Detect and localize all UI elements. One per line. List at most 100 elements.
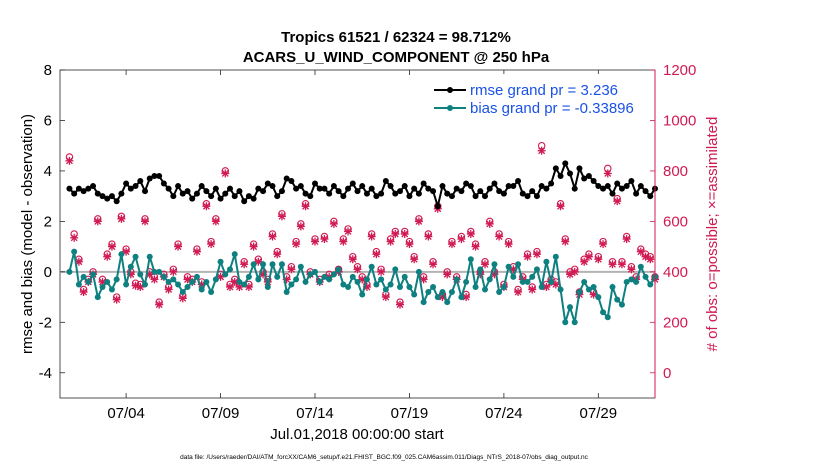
bias-point bbox=[75, 281, 82, 288]
bias-point bbox=[406, 283, 413, 290]
bias-point bbox=[585, 286, 592, 293]
bias-point bbox=[189, 278, 196, 285]
legend-box bbox=[428, 74, 652, 120]
obs-assimilated-point bbox=[249, 242, 258, 251]
obs-assimilated-point bbox=[646, 255, 655, 264]
y-left-tick-label: 6 bbox=[44, 112, 52, 129]
obs-assimilated-point bbox=[523, 252, 532, 261]
rmse-point bbox=[312, 180, 318, 187]
rmse-point bbox=[373, 193, 380, 200]
rmse-point bbox=[411, 185, 418, 192]
obs-assimilated-point bbox=[93, 217, 102, 226]
bias-point bbox=[85, 278, 92, 285]
rmse-point bbox=[477, 188, 484, 195]
rmse-point bbox=[227, 185, 233, 192]
bias-point bbox=[562, 319, 569, 326]
bias-point bbox=[142, 281, 148, 288]
obs-assimilated-point bbox=[617, 260, 626, 269]
obs-assimilated-point bbox=[367, 232, 376, 241]
bias-point bbox=[175, 281, 182, 288]
bias-point bbox=[212, 276, 219, 283]
obs-assimilated-point bbox=[150, 275, 159, 284]
y-right-tick-label: 200 bbox=[663, 314, 688, 331]
bias-point bbox=[373, 281, 380, 288]
rmse-point bbox=[108, 193, 115, 200]
y-right-tick-label: 1200 bbox=[663, 62, 696, 79]
obs-assimilated-point bbox=[211, 217, 220, 226]
bias-point bbox=[71, 248, 78, 255]
obs-assimilated-point bbox=[514, 288, 523, 297]
bias-point bbox=[491, 261, 498, 268]
rmse-point bbox=[241, 198, 248, 205]
y-axis-right-label: # of obs: o=possible; ×=assimilated bbox=[704, 117, 721, 352]
rmse-point bbox=[458, 188, 465, 195]
obs-assimilated-point bbox=[103, 252, 112, 261]
bias-point bbox=[170, 276, 177, 283]
rmse-point bbox=[642, 188, 649, 195]
rmse-point bbox=[345, 185, 352, 192]
rmse-point bbox=[193, 190, 200, 197]
obs-assimilated-point bbox=[594, 255, 603, 264]
x-tick-label: 07/24 bbox=[485, 405, 523, 422]
rmse-point bbox=[283, 175, 290, 182]
rmse-point bbox=[548, 180, 555, 187]
x-tick-label: 07/19 bbox=[391, 405, 429, 422]
rmse-point bbox=[189, 195, 196, 202]
bias-point bbox=[198, 286, 205, 293]
rmse-point bbox=[444, 190, 451, 197]
rmse-point bbox=[637, 183, 644, 190]
rmse-point bbox=[66, 185, 73, 192]
bias-point bbox=[411, 291, 418, 298]
bias-point bbox=[453, 276, 460, 283]
bias-point bbox=[250, 261, 257, 268]
obs-assimilated-point bbox=[311, 237, 319, 246]
rmse-point bbox=[482, 193, 488, 200]
legend-bias-label: bias grand pr = -0.33896 bbox=[470, 100, 634, 117]
bias-point bbox=[567, 304, 573, 311]
bias-point bbox=[260, 261, 267, 268]
rmse-point bbox=[335, 188, 342, 195]
rmse-point bbox=[142, 188, 148, 195]
rmse-point bbox=[392, 190, 399, 197]
obs-assimilated-point bbox=[532, 250, 541, 259]
rmse-point bbox=[571, 185, 578, 192]
bias-point bbox=[151, 268, 158, 275]
bias-point bbox=[297, 263, 304, 270]
bias-point bbox=[274, 273, 281, 280]
rmse-point bbox=[463, 180, 470, 187]
obs-assimilated-point bbox=[485, 219, 494, 228]
rmse-point bbox=[255, 185, 262, 192]
rmse-point bbox=[628, 178, 635, 185]
obs-assimilated-point bbox=[603, 169, 612, 178]
rmse-point bbox=[567, 170, 573, 177]
rmse-point bbox=[179, 190, 186, 197]
obs-assimilated-point bbox=[277, 212, 286, 221]
bias-point bbox=[179, 289, 186, 296]
rmse-point bbox=[425, 185, 432, 192]
rmse-point bbox=[156, 172, 163, 179]
y-left-tick-label: 8 bbox=[44, 62, 52, 79]
obs-assimilated-point bbox=[381, 293, 390, 302]
bias-point bbox=[415, 268, 422, 275]
bias-point bbox=[557, 286, 564, 293]
bias-point bbox=[515, 261, 522, 268]
rmse-point bbox=[236, 188, 243, 195]
bias-point bbox=[363, 276, 370, 283]
rmse-point bbox=[524, 193, 531, 200]
bias-point bbox=[165, 278, 172, 285]
y-left-tick-label: 2 bbox=[44, 213, 52, 230]
bias-point bbox=[345, 283, 352, 290]
bias-point bbox=[241, 281, 248, 288]
bias-point bbox=[420, 299, 427, 306]
bias-point bbox=[184, 283, 191, 290]
bias-point bbox=[354, 278, 361, 285]
bias-point bbox=[439, 289, 446, 296]
bias-point bbox=[132, 253, 139, 260]
obs-assimilated-point bbox=[419, 275, 428, 284]
rmse-point bbox=[175, 183, 182, 190]
obs-assimilated-point bbox=[178, 294, 187, 303]
bias-point bbox=[288, 281, 295, 288]
obs-assimilated-point bbox=[447, 240, 456, 249]
rmse-point bbox=[647, 193, 654, 200]
